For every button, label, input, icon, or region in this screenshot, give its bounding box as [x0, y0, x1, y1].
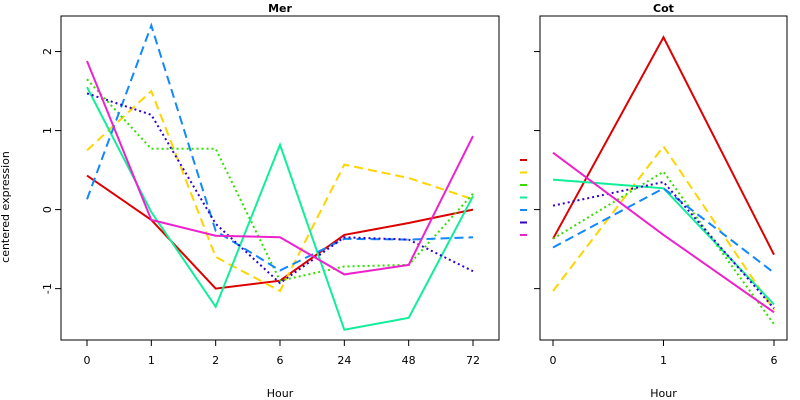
y-axis-label: centered expression — [0, 151, 12, 263]
series-line-3 — [552, 170, 775, 325]
x-tick-label: 2 — [212, 354, 219, 367]
panel-mer: Mer -1 0 1 2 0 1 2 6 24 48 72 Hour — [41, 2, 500, 400]
panel-title: Mer — [268, 2, 292, 15]
series-line-4 — [86, 86, 474, 331]
y-tick-label: 0 — [41, 206, 54, 213]
series-line-5 — [86, 22, 474, 272]
x-axis-label: Hour — [267, 387, 294, 400]
x-tick-label: 1 — [660, 354, 667, 367]
x-tick-label: 6 — [771, 354, 778, 367]
series-line-2 — [86, 89, 474, 293]
series-line-1 — [86, 174, 474, 290]
series-line-6 — [86, 92, 474, 285]
series-line-5 — [552, 187, 775, 274]
x-tick-label: 6 — [277, 354, 284, 367]
x-tick-label: 24 — [337, 354, 351, 367]
panel-title: Cot — [653, 2, 674, 15]
x-tick-label: 1 — [148, 354, 155, 367]
x-tick-label: 0 — [550, 354, 557, 367]
series-line-1 — [552, 35, 775, 256]
series-line-7 — [552, 151, 775, 314]
x-tick-label: 72 — [466, 354, 480, 367]
series-line-2 — [552, 144, 775, 311]
y-tick-label: -1 — [41, 283, 54, 294]
y-tick-label: 2 — [41, 48, 54, 55]
x-tick-label: 0 — [84, 354, 91, 367]
x-axis-label: Hour — [650, 387, 677, 400]
legend-swatches — [520, 159, 527, 236]
y-tick-label: 1 — [41, 127, 54, 134]
x-tick-label: 48 — [402, 354, 416, 367]
series-line-4 — [552, 178, 775, 306]
series-line-7 — [86, 60, 474, 276]
chart-panels: Mer -1 0 1 2 0 1 2 6 24 48 72 Hour Cot 0 1 6 Hour — [41, 2, 788, 400]
panel-cot: Cot 0 1 6 Hour — [534, 2, 788, 400]
